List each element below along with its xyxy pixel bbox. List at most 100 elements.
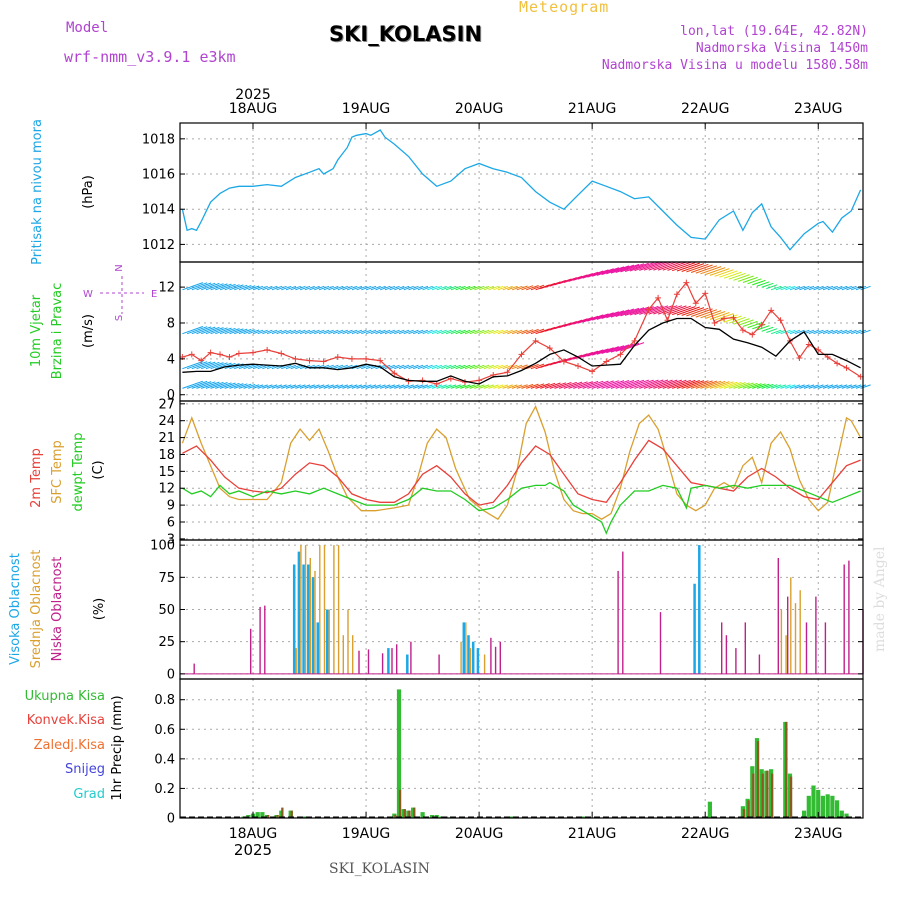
wind-arrow xyxy=(516,329,528,335)
gust-marker xyxy=(433,380,440,387)
ytick-label-pressure: 1014 xyxy=(142,203,175,218)
precip-total-bar xyxy=(420,812,425,818)
wind-arrow xyxy=(573,316,593,325)
wind-arrow xyxy=(639,305,664,315)
wind-arrow xyxy=(191,361,212,370)
model-label: Model xyxy=(66,20,109,36)
wind-arrow xyxy=(417,384,429,389)
gust-marker xyxy=(824,354,831,361)
wind-arrow xyxy=(855,384,867,389)
wind-arrow xyxy=(601,380,625,389)
wind-arrow xyxy=(347,384,358,389)
wind-arrow xyxy=(822,285,834,291)
ytick-label-temp: 15 xyxy=(158,465,175,480)
wind-arrow xyxy=(573,273,593,281)
wind-arrow xyxy=(860,329,871,335)
wind-arrow xyxy=(846,384,857,389)
wind-arrow xyxy=(634,305,659,316)
ytick-label-temp: 9 xyxy=(167,499,175,514)
wind-arrow xyxy=(422,285,433,291)
wind-arrow xyxy=(266,285,278,291)
gust-marker xyxy=(546,345,553,352)
wind-arrow xyxy=(342,364,353,370)
wind-arrow xyxy=(248,329,260,335)
wind-arrow xyxy=(445,285,457,291)
wind-arrow xyxy=(860,384,871,389)
model-name: wrf-nmm_v3.9.1 e3km xyxy=(64,48,236,66)
wind-arrow xyxy=(521,329,534,335)
precip-total-bar xyxy=(302,816,307,818)
wind-arrow xyxy=(205,327,224,335)
wind-arrow xyxy=(686,380,709,389)
wind-arrow xyxy=(469,329,480,335)
ytick-label-precip: 0.2 xyxy=(154,782,175,797)
panel-frame-temp xyxy=(179,400,864,541)
wind-arrow xyxy=(587,313,609,322)
wind-arrow xyxy=(747,322,762,329)
ytick-label-cloud: 100 xyxy=(150,539,175,554)
wind-arrow xyxy=(238,285,252,291)
pressure-label: Pritisak na nivou mora xyxy=(30,119,45,265)
precip-conv-bar xyxy=(747,800,750,818)
wind-arrow xyxy=(356,285,367,291)
wind-arrow xyxy=(493,329,504,335)
ytick-label-wind: 0 xyxy=(167,388,175,403)
gust-marker xyxy=(721,315,728,322)
cloud-label-high: Visoka Oblacnost xyxy=(8,553,23,665)
wind-arrow xyxy=(818,329,829,335)
ytick-label-wind: 8 xyxy=(167,316,175,331)
wind-arrow xyxy=(370,364,381,370)
ytick-label-temp: 18 xyxy=(158,448,175,463)
wind-arrow xyxy=(290,329,301,335)
wind-arrow xyxy=(681,263,705,272)
precip-legend-4: Grad xyxy=(73,787,105,802)
ytick-label-cloud: 50 xyxy=(158,603,175,618)
wind-arrow xyxy=(252,364,264,370)
wind-arrow xyxy=(196,282,216,291)
wind-arrow xyxy=(408,384,419,389)
top-day-label: 22AUG xyxy=(681,101,730,117)
footer-station: SKI_KOLASIN xyxy=(329,861,430,877)
wind-arrow xyxy=(318,384,330,389)
wind-arrow xyxy=(281,329,292,335)
wind-arrow xyxy=(672,306,696,316)
station-title: SKI_KOLASIN xyxy=(329,22,483,46)
wind-arrow xyxy=(502,364,513,370)
wind-arrow xyxy=(314,384,325,389)
wind-unit: (m/s) xyxy=(81,314,96,348)
wind-arrow xyxy=(252,329,264,335)
wind-arrow xyxy=(229,284,244,291)
compass-w: W xyxy=(83,289,93,300)
wind-arrow xyxy=(403,329,414,335)
compass-e: E xyxy=(151,289,157,300)
gust-marker xyxy=(617,351,624,358)
gust-marker xyxy=(589,368,596,375)
wind-arrow xyxy=(818,285,829,291)
wind-arrow xyxy=(464,364,476,370)
wind-arrow xyxy=(851,329,862,335)
wind-arrow xyxy=(408,329,419,335)
precip-total-bar xyxy=(835,800,840,818)
wind-arrow xyxy=(615,307,640,317)
wind-arrow xyxy=(394,384,405,389)
wind-arrow xyxy=(389,384,400,389)
wind-arrow xyxy=(752,383,766,389)
pressure-unit: (hPa) xyxy=(81,175,96,209)
wind-arrow xyxy=(210,362,228,370)
wind-arrow xyxy=(210,283,228,291)
wind-arrow xyxy=(257,364,268,370)
precip-total-bar xyxy=(802,810,807,818)
gust-marker xyxy=(702,290,709,297)
wind-arrow xyxy=(257,384,268,389)
precip-total-bar xyxy=(255,812,260,818)
wind-arrow xyxy=(304,364,315,370)
precip-conv-bar xyxy=(281,807,284,818)
wind-arrow xyxy=(323,384,334,389)
precip-conv-bar xyxy=(785,721,788,818)
wind-arrow xyxy=(502,384,513,389)
wind-arrow xyxy=(483,364,494,370)
wind-arrow xyxy=(568,274,588,282)
ytick-label-precip: 0 xyxy=(167,812,175,827)
wind-arrow xyxy=(530,383,545,389)
wind-arrow xyxy=(596,267,620,276)
